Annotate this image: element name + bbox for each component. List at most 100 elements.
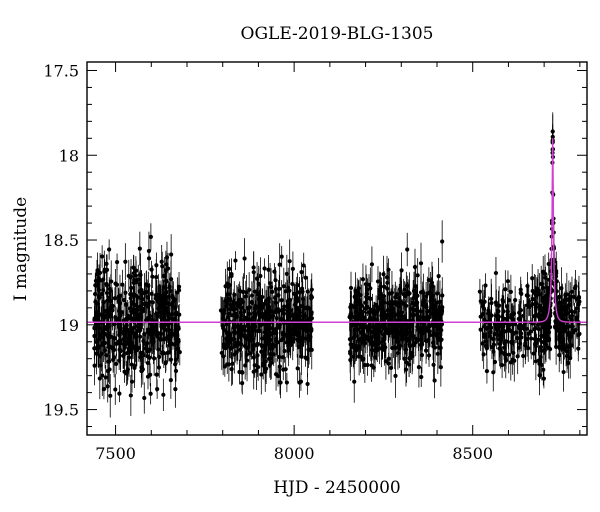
data-point xyxy=(157,335,162,378)
data-point xyxy=(248,336,253,370)
data-point xyxy=(158,320,163,348)
x-axis-title: HJD - 2450000 xyxy=(273,478,401,498)
data-point xyxy=(266,254,271,285)
data-point xyxy=(405,232,410,267)
data-point xyxy=(288,331,293,359)
data-point xyxy=(265,310,270,338)
data-point xyxy=(426,267,431,293)
data-point xyxy=(163,353,168,374)
data-point xyxy=(254,288,259,325)
data-point xyxy=(438,329,443,366)
data-point xyxy=(425,303,430,321)
data-point xyxy=(272,329,277,363)
data-point xyxy=(240,281,246,324)
data-point xyxy=(353,295,358,339)
data-point xyxy=(151,325,156,352)
data-point xyxy=(290,251,295,287)
data-point xyxy=(372,342,378,373)
data-point xyxy=(305,276,310,307)
data-point xyxy=(101,378,107,400)
y-tick-label: 19 xyxy=(59,316,79,335)
data-point xyxy=(113,374,118,405)
plot-marks xyxy=(92,112,582,418)
data-point xyxy=(295,353,300,383)
data-point xyxy=(259,354,264,395)
data-point xyxy=(267,296,272,319)
data-point xyxy=(144,271,149,298)
x-tick-label: 7500 xyxy=(95,444,136,463)
data-point xyxy=(405,275,410,297)
data-point xyxy=(416,346,422,388)
data-point xyxy=(143,283,148,324)
data-point xyxy=(247,272,252,308)
data-point xyxy=(119,292,124,333)
data-point xyxy=(369,246,375,283)
data-point xyxy=(154,252,159,279)
data-point xyxy=(368,282,373,316)
data-point xyxy=(251,330,256,360)
data-point xyxy=(100,245,105,268)
data-point xyxy=(287,275,292,306)
data-point xyxy=(270,281,275,303)
data-point xyxy=(240,373,245,393)
data-point xyxy=(292,284,298,326)
data-point xyxy=(135,297,140,323)
data-point xyxy=(144,334,149,356)
data-point xyxy=(358,277,363,314)
y-tick-label: 19.5 xyxy=(43,401,79,420)
data-point xyxy=(94,259,100,288)
data-point xyxy=(234,306,240,329)
data-point xyxy=(96,271,102,309)
data-point xyxy=(147,334,152,365)
data-point xyxy=(423,319,428,342)
data-point xyxy=(169,234,174,275)
data-point xyxy=(235,324,240,361)
data-point xyxy=(383,317,388,342)
data-point xyxy=(284,318,289,353)
data-point xyxy=(388,353,394,383)
data-point xyxy=(360,263,366,296)
data-point xyxy=(277,346,282,387)
data-point xyxy=(238,328,243,361)
data-point xyxy=(277,307,282,346)
data-point xyxy=(146,249,152,268)
data-point xyxy=(123,243,128,281)
data-point xyxy=(403,352,409,387)
data-point xyxy=(251,252,256,283)
data-point xyxy=(226,304,231,324)
data-point xyxy=(160,286,165,315)
data-point xyxy=(145,363,151,390)
data-point xyxy=(273,357,279,391)
data-point xyxy=(107,239,112,260)
data-point xyxy=(303,312,308,349)
data-point xyxy=(243,280,248,312)
y-axis-title: I magnitude xyxy=(11,197,31,301)
data-point xyxy=(503,270,508,309)
data-point xyxy=(114,265,120,304)
data-point xyxy=(400,319,405,344)
data-point xyxy=(107,354,112,385)
data-point xyxy=(376,294,382,324)
data-point xyxy=(150,290,155,315)
data-point xyxy=(381,278,387,315)
data-point xyxy=(403,300,408,341)
data-point xyxy=(410,340,415,372)
data-point xyxy=(121,284,127,316)
data-point xyxy=(117,384,122,403)
data-point xyxy=(160,344,165,363)
data-point xyxy=(103,300,108,323)
data-point xyxy=(279,280,284,321)
data-point xyxy=(386,258,391,281)
data-point xyxy=(348,330,353,373)
data-point xyxy=(225,330,230,360)
data-point xyxy=(386,343,392,375)
data-point xyxy=(244,339,250,382)
data-point xyxy=(137,306,142,324)
data-point xyxy=(274,288,280,331)
data-point xyxy=(418,242,424,284)
data-point xyxy=(413,264,418,308)
y-tick-label: 18 xyxy=(59,146,79,165)
data-point xyxy=(431,325,436,360)
data-point xyxy=(426,344,432,367)
